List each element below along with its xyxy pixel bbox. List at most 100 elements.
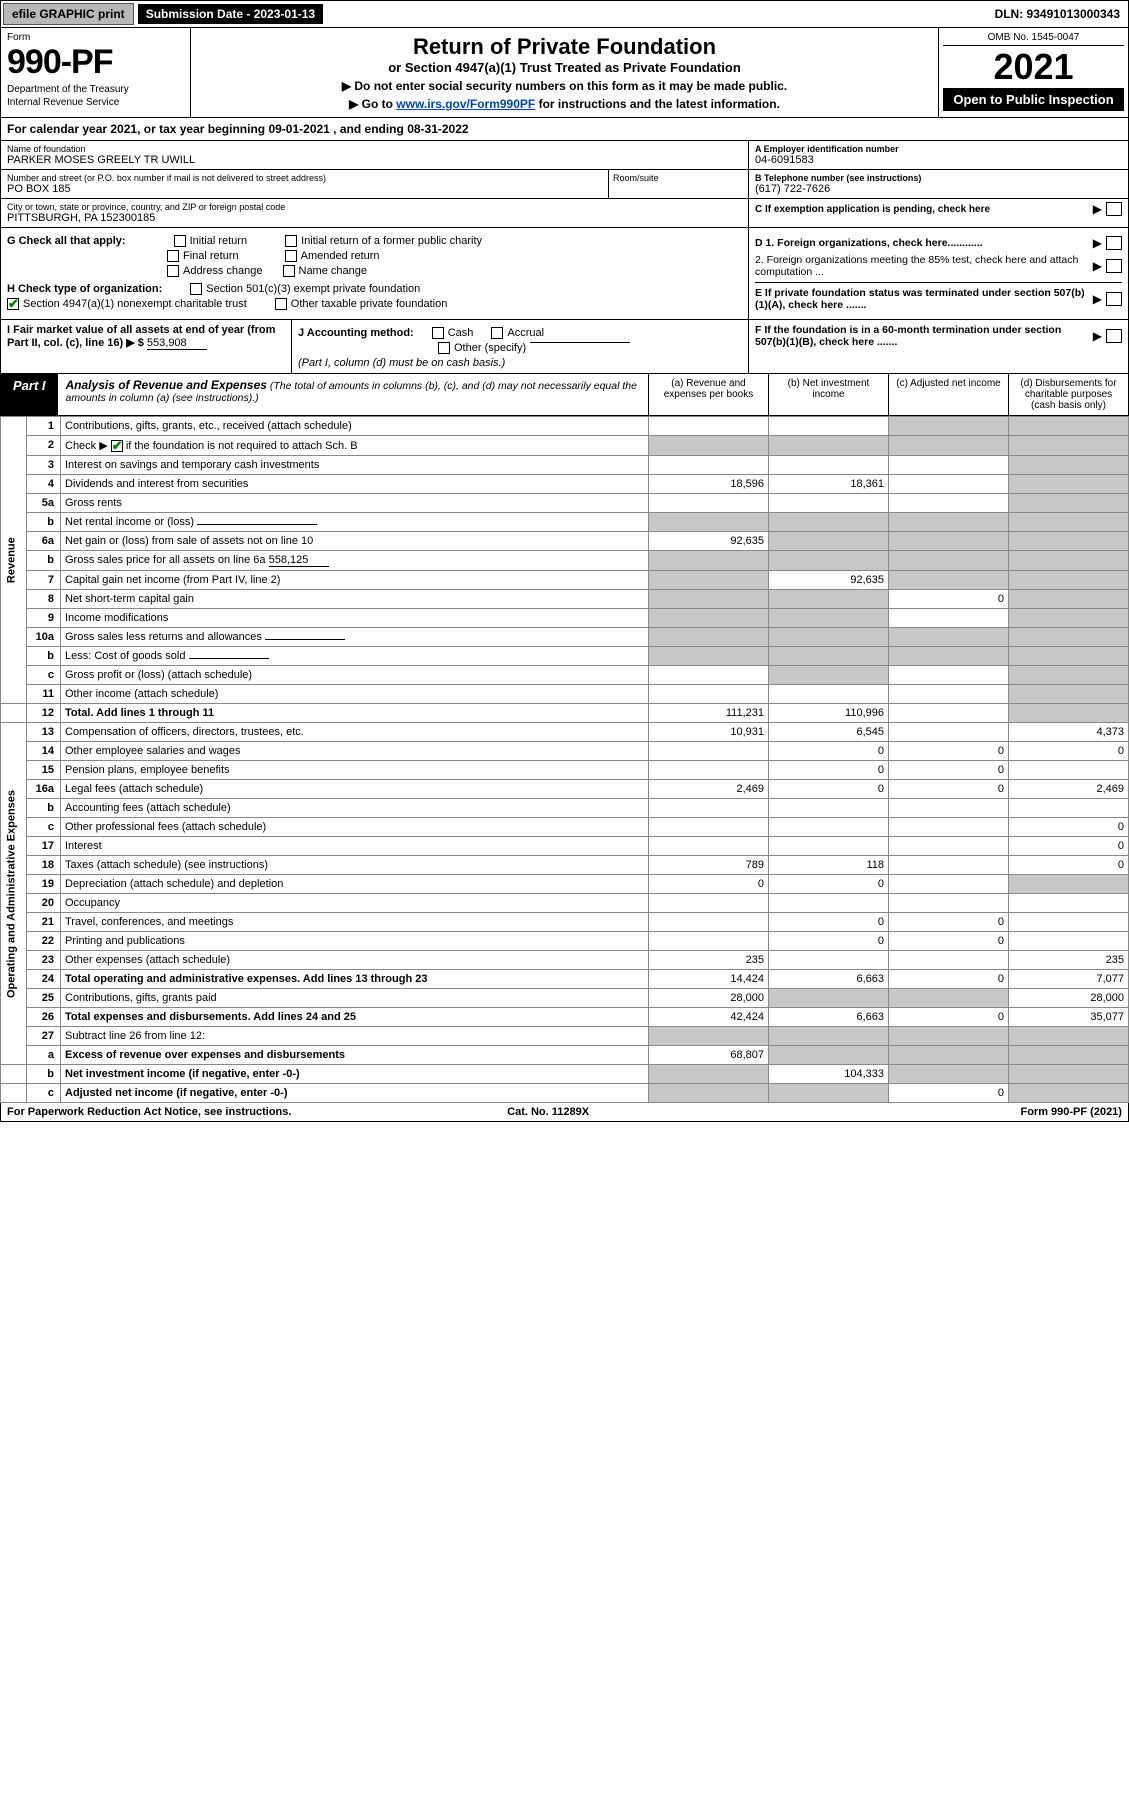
j-other-field[interactable] <box>530 342 630 343</box>
line-num: 27 <box>27 1027 61 1046</box>
omb-number: OMB No. 1545-0047 <box>943 32 1124 46</box>
line-num: 4 <box>27 475 61 494</box>
line-num: 14 <box>27 742 61 761</box>
city-value: PITTSBURGH, PA 152300185 <box>7 212 742 224</box>
name-row: Name of foundation PARKER MOSES GREELY T… <box>1 141 748 170</box>
g-d-block: G Check all that apply: Initial return I… <box>0 228 1129 320</box>
efile-print-button[interactable]: efile GRAPHIC print <box>3 3 134 25</box>
city-row: City or town, state or province, country… <box>1 199 748 227</box>
expenses-side-label: Operating and Administrative Expenses <box>1 723 27 1065</box>
dln-label: DLN: 93491013000343 <box>995 7 1126 21</box>
amt-c: 0 <box>889 932 1009 951</box>
line-desc: Total expenses and disbursements. Add li… <box>61 1008 649 1027</box>
j-other-checkbox[interactable] <box>438 342 450 354</box>
h-other-taxable-checkbox[interactable] <box>275 298 287 310</box>
line-desc: Travel, conferences, and meetings <box>61 913 649 932</box>
h-501c3: Section 501(c)(3) exempt private foundat… <box>206 283 420 295</box>
line-num: b <box>27 799 61 818</box>
g-amended-checkbox[interactable] <box>285 250 297 262</box>
line-desc: Contributions, gifts, grants, etc., rece… <box>61 417 649 436</box>
line-desc: Interest on savings and temporary cash i… <box>61 456 649 475</box>
line-num: 21 <box>27 913 61 932</box>
h-501c3-checkbox[interactable] <box>190 283 202 295</box>
c-row: C If exemption application is pending, c… <box>749 199 1128 219</box>
amt-d: 0 <box>1009 856 1129 875</box>
g-initial-return-checkbox[interactable] <box>174 235 186 247</box>
amt-b: 0 <box>769 742 889 761</box>
amt-c: 0 <box>889 590 1009 609</box>
line-num: 22 <box>27 932 61 951</box>
line-desc: Total. Add lines 1 through 11 <box>61 704 649 723</box>
amt-a: 42,424 <box>649 1008 769 1027</box>
j-accrual: Accrual <box>507 327 544 339</box>
line-desc: Printing and publications <box>61 932 649 951</box>
line-num: c <box>27 818 61 837</box>
part1-title: Analysis of Revenue and Expenses <box>66 378 267 392</box>
line-desc: Gross sales less returns and allowances <box>61 628 649 647</box>
line-num: 20 <box>27 894 61 913</box>
dept-irs: Internal Revenue Service <box>7 97 184 108</box>
calendar-year-row: For calendar year 2021, or tax year begi… <box>0 118 1129 141</box>
line-desc: Contributions, gifts, grants paid <box>61 989 649 1008</box>
g-address-change-checkbox[interactable] <box>167 265 179 277</box>
amt-c: 0 <box>889 761 1009 780</box>
line-desc: Subtract line 26 from line 12: <box>61 1027 649 1046</box>
g-name-change-checkbox[interactable] <box>283 265 295 277</box>
amt-a: 92,635 <box>649 532 769 551</box>
instructions-link[interactable]: www.irs.gov/Form990PF <box>396 97 535 111</box>
h-4947-checkbox[interactable] <box>7 298 19 310</box>
amt-a: 0 <box>649 875 769 894</box>
amt-b: 0 <box>769 932 889 951</box>
d1-checkbox[interactable] <box>1106 236 1122 250</box>
line-num: 2 <box>27 436 61 456</box>
amt-d: 4,373 <box>1009 723 1129 742</box>
c-checkbox[interactable] <box>1106 202 1122 216</box>
amt-b: 110,996 <box>769 704 889 723</box>
line-num: b <box>27 647 61 666</box>
amt-a: 235 <box>649 951 769 970</box>
r10b-field[interactable] <box>189 658 269 659</box>
j-block: J Accounting method: Cash Accrual Other … <box>291 320 748 373</box>
arrow-icon: ▶ <box>1093 259 1102 273</box>
r5b-field[interactable] <box>197 524 317 525</box>
schb-checkbox[interactable] <box>111 440 123 452</box>
line-desc: Other professional fees (attach schedule… <box>61 818 649 837</box>
r2-post: if the foundation is not required to att… <box>123 440 358 452</box>
j-accrual-checkbox[interactable] <box>491 327 503 339</box>
amt-b: 92,635 <box>769 571 889 590</box>
line-num: 26 <box>27 1008 61 1027</box>
line-desc: Interest <box>61 837 649 856</box>
g-former-charity-checkbox[interactable] <box>285 235 297 247</box>
amt-a: 18,596 <box>649 475 769 494</box>
amt-d: 0 <box>1009 837 1129 856</box>
j-cash-checkbox[interactable] <box>432 327 444 339</box>
d2-label: 2. Foreign organizations meeting the 85%… <box>755 254 1089 278</box>
amt-a: 68,807 <box>649 1046 769 1065</box>
i-j-f-row: I Fair market value of all assets at end… <box>0 320 1129 374</box>
g-final-return-checkbox[interactable] <box>167 250 179 262</box>
amt-a: 111,231 <box>649 704 769 723</box>
f-checkbox[interactable] <box>1106 329 1122 343</box>
r10a-field[interactable] <box>265 639 345 640</box>
amt-b: 6,663 <box>769 1008 889 1027</box>
footer: For Paperwork Reduction Act Notice, see … <box>0 1103 1129 1122</box>
line-desc: Occupancy <box>61 894 649 913</box>
phone-value: (617) 722-7626 <box>755 183 1122 195</box>
phone-label: B Telephone number (see instructions) <box>755 173 1122 183</box>
cal-pre: For calendar year 2021, or tax year begi… <box>7 122 268 136</box>
footer-right: Form 990-PF (2021) <box>1020 1106 1121 1118</box>
cal-mid: , and ending <box>330 122 407 136</box>
line-num: 1 <box>27 417 61 436</box>
e-checkbox[interactable] <box>1106 292 1122 306</box>
col-a-header: (a) Revenue and expenses per books <box>648 374 768 415</box>
cal-end: 08-31-2022 <box>407 122 468 136</box>
amt-b: 6,545 <box>769 723 889 742</box>
line-num: 25 <box>27 989 61 1008</box>
d2-checkbox[interactable] <box>1106 259 1122 273</box>
line-num: 6a <box>27 532 61 551</box>
address-label: Number and street (or P.O. box number if… <box>7 173 608 183</box>
amt-a: 2,469 <box>649 780 769 799</box>
line-desc: Income modifications <box>61 609 649 628</box>
j-cash: Cash <box>448 327 474 339</box>
line-num: b <box>27 551 61 571</box>
